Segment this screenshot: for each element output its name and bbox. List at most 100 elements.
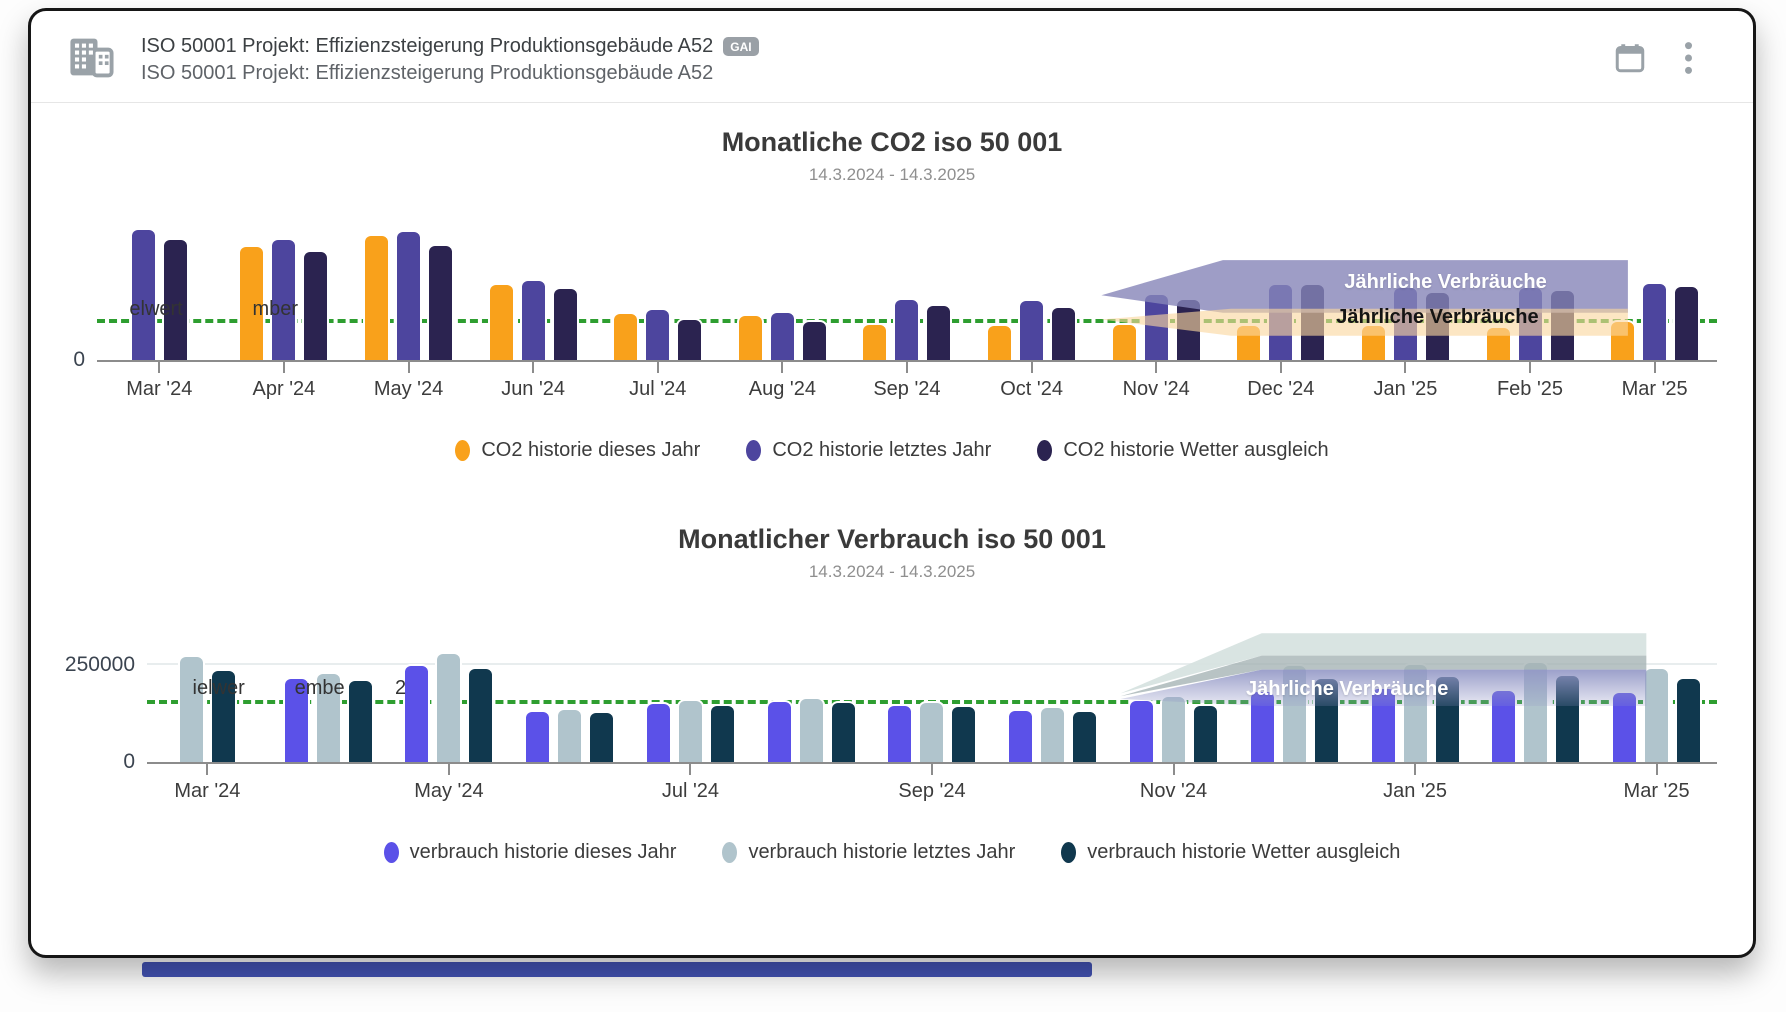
bar[interactable] — [1359, 324, 1387, 360]
bar[interactable] — [1548, 288, 1576, 360]
axis-tick — [1172, 764, 1175, 775]
bar[interactable] — [1391, 285, 1419, 360]
bar[interactable] — [1007, 708, 1035, 762]
bar[interactable] — [524, 709, 552, 762]
bar[interactable] — [1050, 305, 1078, 360]
bar[interactable] — [1299, 283, 1327, 360]
bar[interactable] — [1192, 703, 1219, 762]
bar[interactable] — [556, 707, 584, 762]
legend-item[interactable]: CO2 historie letztes Jahr — [746, 439, 991, 462]
bar[interactable] — [893, 297, 921, 360]
bar[interactable] — [1490, 688, 1518, 762]
bar[interactable] — [1611, 690, 1639, 762]
bar[interactable] — [1401, 662, 1429, 762]
bar[interactable] — [1174, 297, 1202, 360]
bar[interactable] — [1554, 673, 1582, 762]
bar[interactable] — [1160, 694, 1187, 762]
bar[interactable] — [403, 663, 431, 762]
bar[interactable] — [829, 700, 857, 762]
bar[interactable] — [1128, 699, 1155, 762]
bar[interactable] — [925, 304, 953, 360]
bar[interactable] — [314, 671, 342, 762]
bar[interactable] — [1312, 676, 1340, 762]
kebab-menu-button[interactable] — [1684, 41, 1693, 78]
axis-tick — [532, 362, 535, 373]
legend-item[interactable]: CO2 historie Wetter ausgleich — [1037, 439, 1329, 462]
bar[interactable] — [1516, 285, 1544, 360]
bar[interactable] — [800, 320, 828, 360]
x-axis-label: Jun '24 — [501, 378, 566, 400]
bar[interactable] — [487, 283, 515, 360]
bar[interactable] — [1110, 322, 1138, 360]
bar[interactable] — [1248, 690, 1276, 762]
calendar-button[interactable] — [1612, 40, 1648, 79]
bar[interactable] — [1142, 292, 1170, 360]
bar[interactable] — [177, 654, 205, 762]
bar[interactable] — [676, 317, 704, 360]
bar[interactable] — [765, 699, 793, 762]
bar[interactable] — [1675, 676, 1703, 762]
bar[interactable] — [1433, 674, 1461, 762]
bar[interactable] — [395, 230, 423, 360]
bar[interactable] — [270, 238, 298, 360]
bar[interactable] — [467, 666, 495, 762]
legend-dot — [722, 842, 738, 863]
bar[interactable] — [886, 703, 914, 762]
bar[interactable] — [1423, 291, 1451, 360]
gai-badge[interactable]: GAI — [723, 36, 759, 58]
bar[interactable] — [1369, 686, 1397, 762]
bar[interactable] — [435, 651, 463, 762]
bar[interactable] — [950, 704, 978, 762]
bar[interactable] — [1609, 320, 1637, 360]
bar[interactable] — [588, 711, 616, 762]
x-axis-label: Mar '24 — [174, 780, 241, 802]
x-axis-cell: Jul '24 — [630, 764, 751, 803]
bar[interactable] — [1484, 325, 1512, 360]
legend-item[interactable]: verbrauch historie dieses Jahr — [383, 841, 676, 864]
bar[interactable] — [1039, 706, 1067, 762]
bar-group — [969, 225, 1094, 360]
bar[interactable] — [736, 313, 764, 360]
bar[interactable] — [363, 234, 391, 360]
bar[interactable] — [427, 243, 455, 360]
bar[interactable] — [676, 698, 704, 762]
bar[interactable] — [644, 308, 672, 360]
bar[interactable] — [1280, 664, 1308, 762]
bar[interactable] — [238, 244, 266, 360]
bar[interactable] — [1643, 666, 1671, 762]
legend-item[interactable]: CO2 historie dieses Jahr — [455, 439, 700, 462]
x-axis-cell — [751, 764, 872, 803]
bar[interactable] — [519, 279, 547, 360]
bar[interactable] — [209, 668, 237, 762]
bar[interactable] — [1235, 324, 1263, 360]
bar[interactable] — [918, 700, 946, 762]
bar[interactable] — [346, 678, 374, 762]
bar[interactable] — [282, 676, 310, 762]
bar[interactable] — [302, 250, 330, 360]
bar[interactable] — [644, 701, 672, 762]
bar[interactable] — [768, 311, 796, 360]
bar[interactable] — [1267, 283, 1295, 360]
bar[interactable] — [551, 287, 579, 360]
x-axis-cell: Sep '24 — [872, 764, 993, 803]
bar[interactable] — [612, 312, 640, 360]
bar[interactable] — [1018, 299, 1046, 360]
bar[interactable] — [1641, 281, 1669, 360]
bar[interactable] — [129, 227, 157, 360]
calendar-icon — [1612, 40, 1648, 79]
bar[interactable] — [161, 238, 189, 360]
legend-item[interactable]: verbrauch historie Wetter ausgleich — [1061, 841, 1400, 864]
bar[interactable] — [986, 324, 1014, 360]
legend-label: CO2 historie dieses Jahr — [481, 439, 701, 461]
legend-item[interactable]: verbrauch historie letztes Jahr — [722, 841, 1015, 864]
x-axis-cell — [1234, 764, 1355, 803]
bar[interactable] — [1071, 710, 1099, 762]
x-axis-cell: Mar '25 — [1592, 362, 1717, 401]
x-axis: Mar '24 Apr '24 May '24 Jun '24 Jul '24 Aug '… — [97, 362, 1717, 401]
bar[interactable] — [797, 696, 825, 762]
bar[interactable] — [708, 703, 736, 762]
bar[interactable] — [1522, 660, 1550, 762]
bar[interactable] — [861, 322, 889, 360]
x-axis-cell: Jan '25 — [1343, 362, 1468, 401]
bar[interactable] — [1673, 284, 1701, 360]
